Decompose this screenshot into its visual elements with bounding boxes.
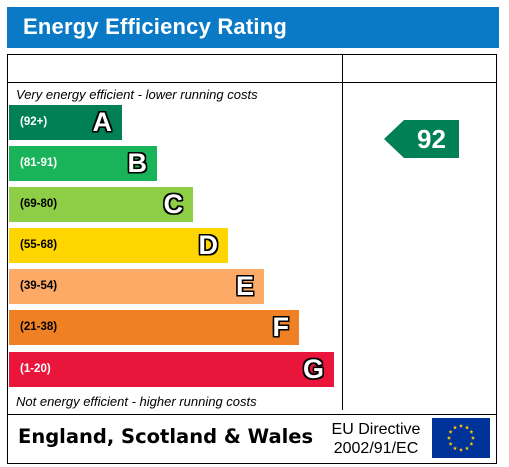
rating-table <box>7 54 497 464</box>
column-divider <box>342 54 343 410</box>
band-letter: D <box>198 230 219 260</box>
band-c: (69-80) C <box>9 187 193 222</box>
page-title: Energy Efficiency Rating <box>23 14 287 39</box>
flag-star <box>448 441 453 446</box>
eu-directive-line1: EU Directive <box>331 421 421 438</box>
band-letter: G <box>302 354 324 384</box>
flag-star <box>446 435 452 440</box>
flag-star <box>464 446 470 451</box>
eu-flag-icon <box>432 418 490 458</box>
footer-divider <box>7 414 497 415</box>
band-range-label: (92+) <box>20 116 48 128</box>
band-letter: F <box>272 312 290 342</box>
band-a: (92+) A <box>9 105 122 140</box>
caption-bottom: Not energy efficient - higher running co… <box>16 394 257 409</box>
flag-star <box>458 447 464 452</box>
flag-star <box>458 423 464 428</box>
current-rating-value: 92 <box>417 124 446 154</box>
band-letter: C <box>163 189 184 219</box>
flag-star <box>470 435 476 440</box>
band-f: (21-38) F <box>9 310 299 345</box>
flag-star <box>464 425 470 430</box>
flag-star <box>469 441 474 446</box>
header-divider <box>7 82 497 83</box>
flag-star <box>452 446 458 451</box>
flag-star <box>452 425 458 430</box>
band-letter: B <box>127 148 148 178</box>
eu-directive-line2: 2002/91/EC <box>333 440 419 457</box>
band-e: (39-54) E <box>9 269 264 304</box>
eu-directive: EU Directive 2002/91/EC <box>326 420 426 458</box>
band-range-label: (69-80) <box>20 198 58 210</box>
band-range-label: (81-91) <box>20 157 58 169</box>
flag-star <box>448 429 453 434</box>
title-bar: Energy Efficiency Rating <box>7 7 499 48</box>
band-range-label: (21-38) <box>20 321 58 333</box>
band-g: (1-20) G <box>9 352 334 387</box>
band-d: (55-68) D <box>9 228 228 263</box>
band-letter: E <box>235 271 254 301</box>
band-range-label: (55-68) <box>20 239 58 251</box>
flag-star <box>469 429 474 434</box>
current-rating-arrow <box>384 120 459 158</box>
country-label: England, Scotland & Wales <box>18 425 314 448</box>
band-range-label: (1-20) <box>20 363 51 375</box>
caption-top: Very energy efficient - lower running co… <box>16 87 258 102</box>
band-range-label: (39-54) <box>20 280 58 292</box>
band-b: (81-91) B <box>9 146 157 181</box>
band-letter: A <box>92 107 113 137</box>
